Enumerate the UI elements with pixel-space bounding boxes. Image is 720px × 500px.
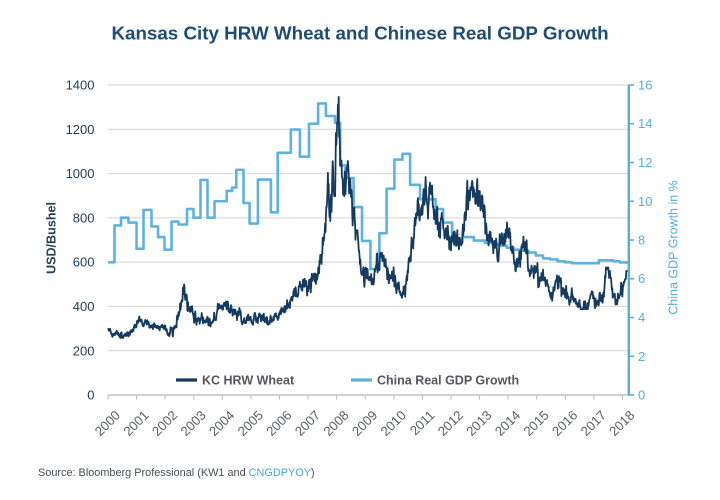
svg-text:4: 4 bbox=[638, 310, 645, 325]
svg-text:USD/Bushel: USD/Bushel bbox=[45, 202, 59, 274]
svg-text:2006: 2006 bbox=[263, 408, 294, 439]
svg-text:2008: 2008 bbox=[320, 408, 351, 439]
svg-text:China Real GDP Growth: China Real GDP Growth bbox=[377, 374, 519, 388]
svg-text:0: 0 bbox=[638, 388, 645, 403]
svg-text:200: 200 bbox=[73, 343, 95, 358]
svg-text:2015: 2015 bbox=[520, 408, 551, 439]
svg-text:2013: 2013 bbox=[463, 408, 494, 439]
svg-text:2011: 2011 bbox=[407, 408, 438, 439]
svg-text:6: 6 bbox=[638, 271, 645, 286]
svg-text:2: 2 bbox=[638, 349, 645, 364]
svg-text:2017: 2017 bbox=[578, 408, 609, 439]
svg-text:2005: 2005 bbox=[235, 408, 266, 439]
svg-text:2004: 2004 bbox=[206, 408, 237, 439]
svg-text:Source: Bloomberg Professional: Source: Bloomberg Professional (KW1 and … bbox=[38, 467, 315, 479]
svg-text:China GDP Growth in %: China GDP Growth in % bbox=[667, 180, 681, 315]
svg-text:2002: 2002 bbox=[149, 408, 180, 439]
svg-text:16: 16 bbox=[638, 78, 652, 93]
svg-text:2014: 2014 bbox=[492, 408, 523, 439]
svg-text:2016: 2016 bbox=[549, 408, 580, 439]
svg-text:1200: 1200 bbox=[66, 122, 95, 137]
svg-text:2018: 2018 bbox=[606, 408, 637, 439]
svg-text:1400: 1400 bbox=[66, 78, 95, 93]
svg-text:2003: 2003 bbox=[177, 408, 208, 439]
svg-text:400: 400 bbox=[73, 299, 95, 314]
svg-text:2007: 2007 bbox=[292, 408, 323, 439]
svg-text:8: 8 bbox=[638, 233, 645, 248]
svg-text:2010: 2010 bbox=[378, 408, 409, 439]
svg-text:2001: 2001 bbox=[120, 408, 151, 439]
svg-text:14: 14 bbox=[638, 116, 652, 131]
svg-text:10: 10 bbox=[638, 194, 652, 209]
svg-text:800: 800 bbox=[73, 211, 95, 226]
svg-text:0: 0 bbox=[87, 388, 94, 403]
svg-text:KC HRW Wheat: KC HRW Wheat bbox=[202, 374, 295, 388]
svg-text:2009: 2009 bbox=[349, 408, 380, 439]
svg-text:2012: 2012 bbox=[435, 408, 466, 439]
svg-text:600: 600 bbox=[73, 255, 95, 270]
svg-text:2000: 2000 bbox=[92, 408, 123, 439]
svg-text:1000: 1000 bbox=[66, 166, 95, 181]
svg-text:12: 12 bbox=[638, 155, 652, 170]
svg-text:Kansas City HRW Wheat and Chin: Kansas City HRW Wheat and Chinese Real G… bbox=[111, 23, 608, 44]
